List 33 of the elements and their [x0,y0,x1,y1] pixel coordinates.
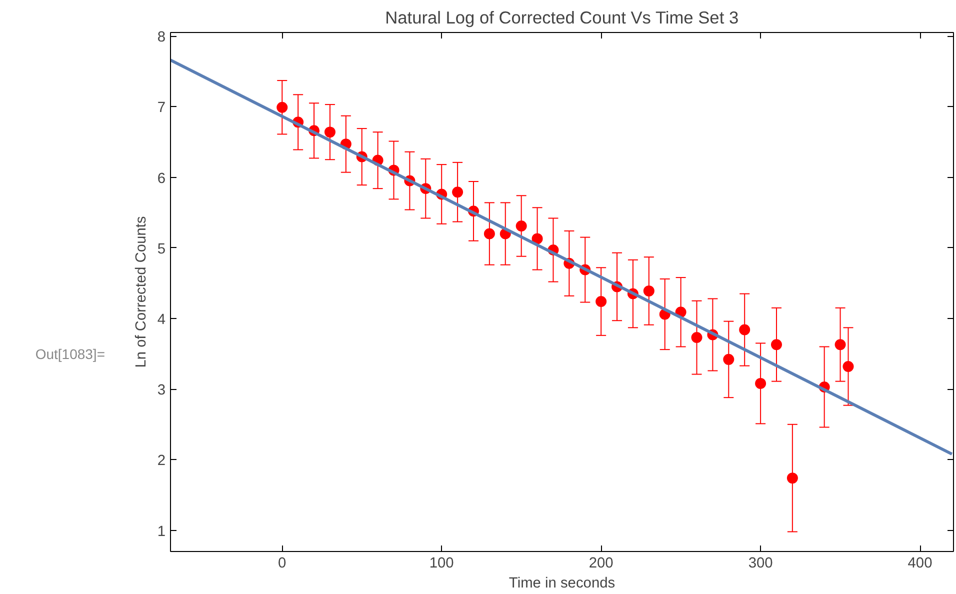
x-tick-label: 100 [429,556,454,572]
point [324,126,336,138]
point [691,332,702,344]
y-tick-label: 1 [157,524,166,540]
y-tick-label: 7 [157,100,166,116]
y-tick-label: 8 [157,30,166,46]
y-axis-title: Ln of Corrected Counts [133,216,150,368]
point [596,296,607,308]
point [739,324,750,336]
chart-title: Natural Log of Corrected Count Vs Time Set 3 [385,8,739,28]
y-tick-label: 3 [157,382,166,399]
point [723,354,734,365]
point [276,102,288,113]
point [755,378,766,389]
y-tick-label: 4 [157,312,166,328]
point [842,361,854,372]
x-tick-label: 0 [278,556,286,572]
x-tick-label: 200 [588,556,614,572]
y-tick-label: 6 [157,170,166,187]
x-tick-label: 300 [748,556,773,572]
text: Out[1083]= [35,345,105,364]
point [834,339,846,350]
point [770,339,782,350]
point [452,186,464,198]
point [786,472,798,484]
point [532,233,543,244]
x-axis-title: Time in seconds [508,576,616,592]
point [516,220,527,232]
point [643,285,654,296]
x-tick-label: 400 [908,556,932,572]
y-tick-label: 2 [157,453,166,470]
point [484,228,495,240]
y-tick-label: 5 [157,241,166,258]
